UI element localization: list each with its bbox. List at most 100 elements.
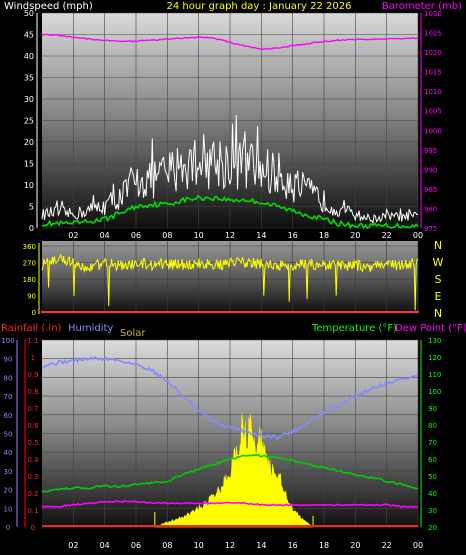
x-tick-label: 10 (194, 541, 204, 550)
rain-tick-label: 0.2 (27, 490, 38, 498)
temp-tick-label: 40 (428, 490, 437, 498)
barometer-tick-label: 995 (424, 147, 437, 155)
humidity-tick-label: 40 (4, 449, 13, 457)
barometer-tick-label: 1010 (424, 88, 442, 96)
rainfall-legend: Rainfall (.in) (1, 323, 62, 334)
temp-tick-label: 50 (428, 473, 437, 481)
x-tick-label: 16 (288, 231, 298, 240)
humidity-tick-label: 70 (4, 393, 13, 401)
rain-tick-label: 0.6 (27, 422, 39, 430)
barometer-tick-label: 1030 (424, 10, 442, 18)
rain-tick-label: 1 (31, 354, 35, 362)
wind-tick-label: 45 (24, 31, 34, 40)
humidity-tick-label: 30 (4, 468, 13, 476)
rain-tick-label: 1.1 (27, 337, 38, 345)
rain-tick-label: 0.4 (27, 456, 39, 464)
x-tick-label: 00 (413, 541, 423, 550)
direction-series-line (41, 253, 419, 311)
humidity-tick-label: 50 (4, 431, 13, 439)
x-tick-label: 04 (100, 541, 110, 550)
compass-label: N (434, 307, 442, 320)
compass-label: N (434, 239, 442, 252)
direction-tick-label: 180 (23, 276, 36, 284)
barometer-axis-title: Barometer (mb) (382, 1, 462, 12)
x-tick-label: 18 (319, 231, 329, 240)
rain-tick-label: 0.5 (27, 439, 38, 447)
temp-tick-label: 90 (428, 405, 437, 413)
temperature-legend: Temperature (°F) (311, 323, 397, 334)
temp-humidity-panel: 010203040506070809010000.10.20.30.40.50.… (1, 323, 466, 550)
temp-tick-label: 110 (428, 371, 441, 379)
barometer-tick-label: 1025 (424, 30, 442, 38)
direction-tick-label: 360 (23, 243, 36, 251)
barometer-tick-label: 990 (424, 166, 437, 174)
x-tick-label: 16 (288, 541, 298, 550)
wind-tick-label: 40 (24, 52, 34, 61)
barometer-tick-label: 1000 (424, 127, 442, 135)
barometer-tick-label: 1020 (424, 49, 442, 57)
wind-tick-label: 15 (24, 160, 34, 169)
x-tick-label: 02 (68, 231, 78, 240)
temp-tick-label: 100 (428, 388, 441, 396)
x-tick-label: 22 (382, 541, 392, 550)
windspeed-axis-title: Windspeed (mph) (4, 1, 93, 12)
humidity-tick-label: 60 (4, 412, 13, 420)
compass-label: W (433, 256, 444, 269)
x-tick-label: 00 (413, 231, 423, 240)
x-tick-label: 20 (350, 231, 360, 240)
temp-axis-labels: 010203040506070809010000.10.20.30.40.50.… (1, 337, 441, 550)
wind-tick-label: 5 (29, 203, 34, 212)
dewpoint-series-line (41, 499, 419, 509)
humidity-tick-label: 10 (4, 505, 13, 513)
rain-tick-label: 0.9 (27, 371, 38, 379)
wind-barometer-panel: 0510152025303540455097598098599099510001… (4, 1, 462, 240)
wind-series-line (41, 194, 419, 230)
x-tick-label: 06 (131, 541, 141, 550)
temperature-series-line (41, 453, 419, 493)
wind-tick-label: 35 (24, 74, 34, 83)
temp-tick-label: 80 (428, 422, 437, 430)
x-tick-label: 08 (162, 231, 172, 240)
x-tick-label: 06 (131, 231, 141, 240)
barometer-tick-label: 1005 (424, 108, 442, 116)
temp-tick-label: 20 (428, 524, 437, 532)
temp-tick-label: 120 (428, 354, 441, 362)
wind-tick-label: 20 (24, 138, 34, 147)
rain-tick-label: 0 (31, 524, 35, 532)
humidity-series-line (41, 356, 419, 441)
barometer-tick-label: 980 (424, 205, 437, 213)
x-tick-label: 18 (319, 541, 329, 550)
wind-series (41, 33, 419, 230)
solar-area (154, 414, 314, 528)
wind-tick-label: 30 (24, 95, 34, 104)
temp-tick-label: 30 (428, 507, 437, 515)
temp-series (41, 356, 419, 528)
rain-tick-label: 0.8 (27, 388, 38, 396)
humidity-tick-label: 20 (4, 487, 13, 495)
barometer-series-line (41, 33, 419, 51)
humidity-tick-label: 90 (4, 356, 13, 364)
x-tick-label: 10 (194, 231, 204, 240)
humidity-legend: Humidity (68, 323, 113, 334)
x-tick-label: 04 (100, 231, 110, 240)
humidity-tick-label: 0 (6, 524, 10, 532)
temp-tick-label: 60 (428, 456, 437, 464)
wind-tick-label: 0 (29, 224, 34, 233)
direction-series (41, 253, 419, 313)
x-tick-label: 12 (225, 231, 235, 240)
compass-label: E (435, 290, 442, 303)
x-tick-label: 22 (382, 231, 392, 240)
wind-axis-labels: 0510152025303540455097598098599099510001… (24, 9, 442, 240)
humidity-tick-label: 80 (4, 374, 13, 382)
x-tick-label: 08 (162, 541, 172, 550)
dewpoint-legend: Dew Point (°F) (395, 323, 466, 334)
wind-tick-label: 50 (24, 9, 34, 18)
direction-tick-label: 90 (27, 293, 36, 301)
direction-tick-label: 0 (32, 309, 36, 317)
x-tick-label: 14 (256, 541, 266, 550)
wind-tick-label: 10 (24, 181, 34, 190)
rain-tick-label: 0.7 (27, 405, 38, 413)
humidity-tick-label: 100 (1, 337, 14, 345)
barometer-tick-label: 1015 (424, 69, 442, 77)
